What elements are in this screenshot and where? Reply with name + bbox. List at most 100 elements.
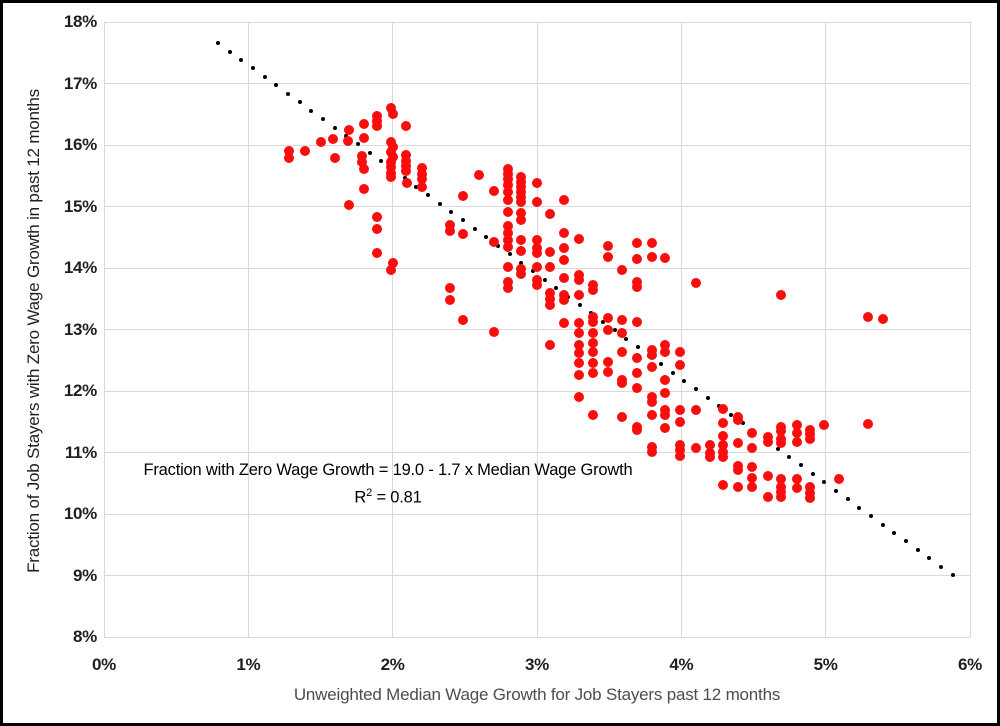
trendline-dot [845, 497, 850, 502]
gridline-horizontal [104, 329, 970, 330]
trendline-dot [694, 387, 699, 392]
data-point [602, 324, 613, 335]
trendline-dot [355, 142, 360, 147]
data-point [532, 248, 542, 259]
data-point [602, 251, 613, 262]
y-tick-label: 15% [63, 196, 97, 216]
data-point [573, 290, 584, 301]
data-point [747, 481, 758, 492]
data-point [503, 242, 514, 253]
data-point [544, 288, 555, 299]
data-point [617, 264, 628, 275]
y-tick-label: 11% [64, 442, 97, 462]
data-point [791, 427, 802, 438]
data-point [532, 178, 542, 189]
data-point [400, 120, 411, 131]
data-point [588, 357, 599, 368]
data-point [315, 136, 326, 147]
data-point [791, 473, 802, 484]
data-point [718, 451, 729, 462]
gridline-horizontal [104, 390, 970, 392]
x-tick-label: 4% [669, 655, 694, 674]
data-point [660, 253, 671, 264]
gridline-horizontal [104, 21, 970, 23]
data-point [647, 409, 658, 420]
data-point [488, 185, 499, 196]
x-tick-label: 5% [813, 655, 838, 674]
data-point [762, 470, 773, 481]
data-point [458, 315, 469, 326]
trendline-dot [612, 328, 617, 333]
data-point [718, 430, 729, 441]
data-point [386, 103, 397, 114]
data-point [358, 119, 369, 130]
data-point [732, 414, 743, 425]
data-point [283, 152, 294, 163]
data-point [833, 473, 844, 484]
trendline-dot [519, 260, 524, 265]
data-point [762, 491, 773, 502]
trendline-dot [227, 49, 232, 54]
data-point [674, 445, 685, 456]
data-point [371, 211, 382, 222]
data-point [588, 368, 599, 379]
data-point [690, 405, 701, 416]
data-point [503, 283, 514, 294]
data-point [371, 224, 382, 235]
data-point [631, 382, 642, 393]
data-point [775, 425, 786, 436]
data-point [762, 437, 773, 448]
trendline-dot [367, 150, 372, 155]
data-point [503, 179, 514, 190]
equation-line: Fraction with Zero Wage Growth = 19.0 - … [143, 461, 633, 479]
data-point [631, 352, 642, 363]
data-point [503, 227, 514, 238]
trendline-dot [554, 286, 559, 291]
trendline-dot [285, 91, 290, 96]
data-point [690, 277, 701, 288]
x-tick-label: 3% [525, 655, 549, 674]
data-point [878, 314, 889, 325]
data-point [647, 237, 658, 248]
data-point [602, 240, 613, 251]
data-point [647, 251, 658, 262]
data-point [503, 194, 514, 205]
y-tick-label: 17% [63, 73, 97, 93]
trendline-dot [915, 547, 920, 552]
data-point [503, 220, 514, 231]
gridline-horizontal [104, 452, 970, 453]
trendline-dot [542, 277, 547, 282]
trendline-dot [309, 108, 314, 113]
trendline-dot [425, 193, 430, 198]
trendline-dot [857, 505, 862, 510]
y-tick-label: 16% [63, 135, 97, 154]
y-tick-label: 10% [63, 504, 97, 523]
data-point [862, 418, 873, 429]
data-point [631, 237, 642, 248]
data-point [544, 339, 555, 350]
data-point [559, 272, 570, 283]
data-point [516, 191, 527, 202]
data-point [400, 165, 411, 176]
data-point [474, 170, 485, 181]
trendline-dot [810, 471, 815, 476]
data-point [617, 378, 628, 388]
data-point [660, 387, 671, 398]
data-point [532, 242, 542, 253]
data-point [357, 157, 368, 168]
trendline-dot [740, 421, 745, 426]
plot-area [103, 21, 971, 638]
gridline-horizontal [104, 575, 970, 576]
trendline-dot [705, 395, 710, 400]
data-point [588, 347, 599, 358]
trendline-dot [507, 252, 512, 257]
trendline-dot [251, 66, 255, 71]
data-point [503, 173, 514, 184]
data-point [674, 360, 685, 371]
trendline-dot [659, 362, 664, 367]
gridline-horizontal [104, 513, 970, 515]
data-point [775, 491, 786, 502]
data-point [387, 109, 398, 120]
data-point [445, 282, 456, 293]
data-point [299, 146, 310, 157]
